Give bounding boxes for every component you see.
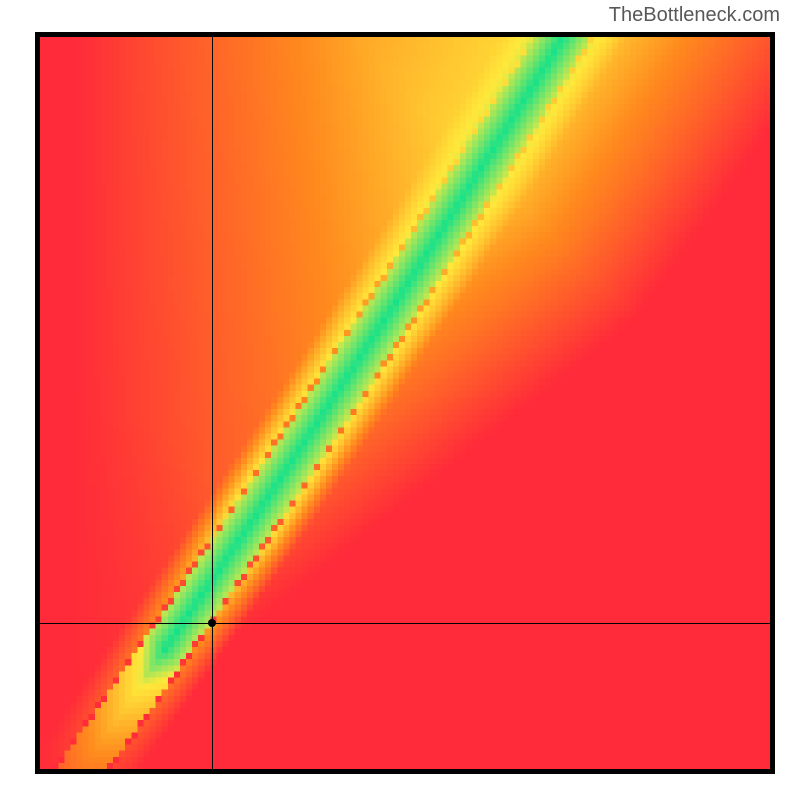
- heatmap-canvas: [40, 37, 770, 769]
- heatmap-plot: [35, 32, 775, 774]
- watermark-text: TheBottleneck.com: [609, 4, 780, 27]
